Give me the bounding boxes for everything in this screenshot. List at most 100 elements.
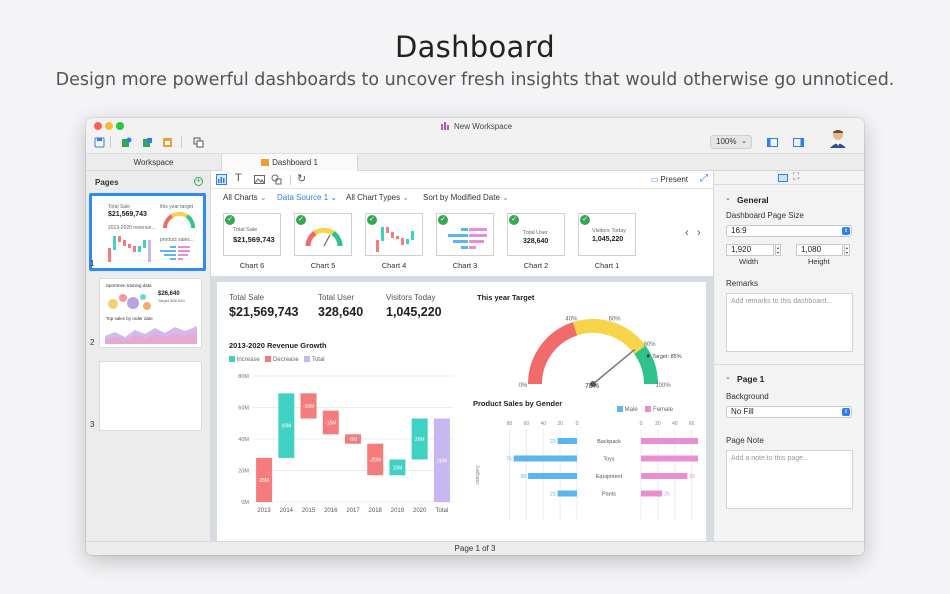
refresh-icon[interactable]: ↻ <box>297 173 307 185</box>
bar-value-label: -15M <box>325 420 336 426</box>
gauge-band <box>528 322 578 385</box>
thumb1-gender-bars <box>160 246 190 260</box>
fullscreen-icon[interactable]: ⤢ <box>700 173 708 184</box>
page-thumbnail-2[interactable]: Sportmen training data $26,640 Target $2… <box>99 278 202 348</box>
remarks-textarea[interactable]: Add remarks to this dashboard... <box>726 293 853 352</box>
filter-data-source[interactable]: Data Source 1 ⌄ <box>277 193 338 202</box>
female-bar <box>641 473 688 479</box>
background-select[interactable]: No Fill ⇕ <box>726 406 852 418</box>
x-tick-label: 2018 <box>369 508 383 514</box>
page-note-label: Page Note <box>726 436 764 445</box>
gauge-tick-label: 80% <box>644 342 657 348</box>
remarks-label: Remarks <box>726 279 759 288</box>
image-tool-icon[interactable] <box>254 174 265 185</box>
x-tick-label: 0 <box>576 421 579 427</box>
chart-label-5: Chart 5 <box>310 261 336 270</box>
male-bar <box>557 438 577 444</box>
dashboard-canvas[interactable]: Total Sale $21,569,743 Total User 328,64… <box>217 282 706 541</box>
legend-swatch-female <box>645 406 652 412</box>
import-icon[interactable] <box>162 137 173 148</box>
thumb1-gender-title: product sales... <box>160 237 194 243</box>
tab-workspace[interactable]: Workspace <box>86 154 222 171</box>
page-size-label: Dashboard Page Size <box>726 211 804 220</box>
present-button[interactable]: ▭ Present <box>650 175 688 184</box>
right-panel-toggle-icon[interactable] <box>793 137 804 148</box>
female-bar <box>641 490 663 497</box>
gauge-needle-hub <box>590 381 596 387</box>
data-source-icon[interactable] <box>142 137 153 148</box>
gauge-target-marker <box>646 354 650 358</box>
page-size-select[interactable]: 16:9 ⇕ <box>726 225 852 237</box>
female-value-label: 25 <box>664 492 670 498</box>
data-tab-icon[interactable]: ⛶ <box>793 171 800 181</box>
main-editor: T ↻ ▭ Present ⤢ All Charts ⌄ Data Source … <box>211 171 713 541</box>
chart-card-5[interactable]: ✓ <box>294 213 352 256</box>
category-label: Equipment <box>596 474 623 480</box>
filter-chart-types[interactable]: All Chart Types ⌄ <box>346 193 410 202</box>
thumb1-kpi-value: $21,569,743 <box>108 211 147 218</box>
format-tab-icon[interactable] <box>778 174 788 182</box>
thumb1-gauge <box>163 211 195 229</box>
filter-all-charts[interactable]: All Charts ⌄ <box>223 193 267 202</box>
width-stepper[interactable]: ▴ ▾ <box>775 244 781 256</box>
category-label: Backpack <box>597 439 621 445</box>
minimize-window-button[interactable] <box>105 122 113 130</box>
waterfall-bar <box>411 418 428 460</box>
status-bar: Page 1 of 3 <box>86 541 864 555</box>
kpi-value-total-sale: $21,569,743 <box>229 305 299 319</box>
add-page-button[interactable]: + <box>194 177 203 186</box>
zoom-select[interactable]: 100% ⌄ <box>710 135 752 149</box>
chart-card-3[interactable]: ✓ <box>436 213 494 256</box>
app-logo-icon <box>441 122 449 130</box>
card6-value: $21,569,743 <box>233 235 275 244</box>
chart-card-4[interactable]: ✓ <box>365 213 423 256</box>
page-note-textarea[interactable]: Add a note to this page... <box>726 450 853 509</box>
x-tick-label: 2015 <box>302 508 316 514</box>
revenue-legend: Increase Decrease Total <box>229 356 325 363</box>
shape-tool-icon[interactable] <box>271 174 282 185</box>
user-avatar[interactable] <box>829 128 847 148</box>
bar-value-label: -20M <box>370 457 381 463</box>
add-data-icon[interactable] <box>121 137 132 148</box>
collapse-page-icon[interactable]: ⌄ <box>725 374 731 381</box>
duplicate-icon[interactable] <box>193 137 204 148</box>
check-icon: ✓ <box>296 215 306 225</box>
check-icon: ✓ <box>225 215 235 225</box>
revenue-waterfall-chart: 80M 60M 40M 20M 0M 28M 2013 69M 2014 -16M 2015 -15M… <box>238 374 453 514</box>
save-icon[interactable] <box>94 137 105 148</box>
page-number-3: 3 <box>90 420 95 429</box>
chart-card-1[interactable]: ✓ Visitors Today 1,045,220 <box>578 213 636 256</box>
tab-dashboard-1[interactable]: Dashboard 1 <box>222 154 358 171</box>
card3-gender-bars <box>448 228 487 249</box>
kpi-label-total-sale: Total Sale <box>229 293 265 302</box>
gauge-tick-label: 0% <box>519 383 528 389</box>
height-input[interactable]: 1,080 <box>796 244 843 256</box>
background-label: Background <box>726 392 769 401</box>
properties-header: ⛶ <box>714 171 864 185</box>
page-thumbnail-1[interactable]: Total Sale $21,569,743 this year target … <box>89 193 206 271</box>
height-stepper[interactable]: ▴ ▾ <box>844 244 850 256</box>
width-label: Width <box>739 257 759 266</box>
bar-value-label: 26M <box>415 437 425 443</box>
chart-card-6[interactable]: ✓ Total Sale $21,569,743 <box>223 213 281 256</box>
chevron-left-icon[interactable]: ‹ <box>685 227 689 239</box>
chart-card-2[interactable]: ✓ Total User 328,640 <box>507 213 565 256</box>
chevron-right-icon[interactable]: › <box>697 227 701 239</box>
text-tool-icon[interactable]: T <box>235 172 242 184</box>
close-window-button[interactable] <box>94 122 102 130</box>
bar-value-label: 28M <box>437 458 447 464</box>
tab-bar: Workspace Dashboard 1 <box>86 154 864 171</box>
properties-panel: ⛶ ⌄ General Dashboard Page Size 16:9 ⇕ 1,… <box>713 171 864 541</box>
collapse-general-icon[interactable]: ⌄ <box>725 195 731 202</box>
left-panel-toggle-icon[interactable] <box>767 137 778 148</box>
page-thumbnail-3[interactable] <box>99 361 202 431</box>
y-tick-label: 80M <box>238 374 249 380</box>
chart-tool-icon[interactable] <box>216 174 227 185</box>
filter-sort[interactable]: Sort by Modified Date ⌄ <box>423 193 509 202</box>
thumb1-waterfall <box>108 236 151 262</box>
edit-toolbar: T ↻ ▭ Present ⤢ <box>211 171 713 189</box>
zoom-window-button[interactable] <box>116 122 124 130</box>
category-label: Pants <box>602 492 616 498</box>
width-input[interactable]: 1,920 <box>726 244 774 256</box>
x-tick-label: 2019 <box>391 508 405 514</box>
